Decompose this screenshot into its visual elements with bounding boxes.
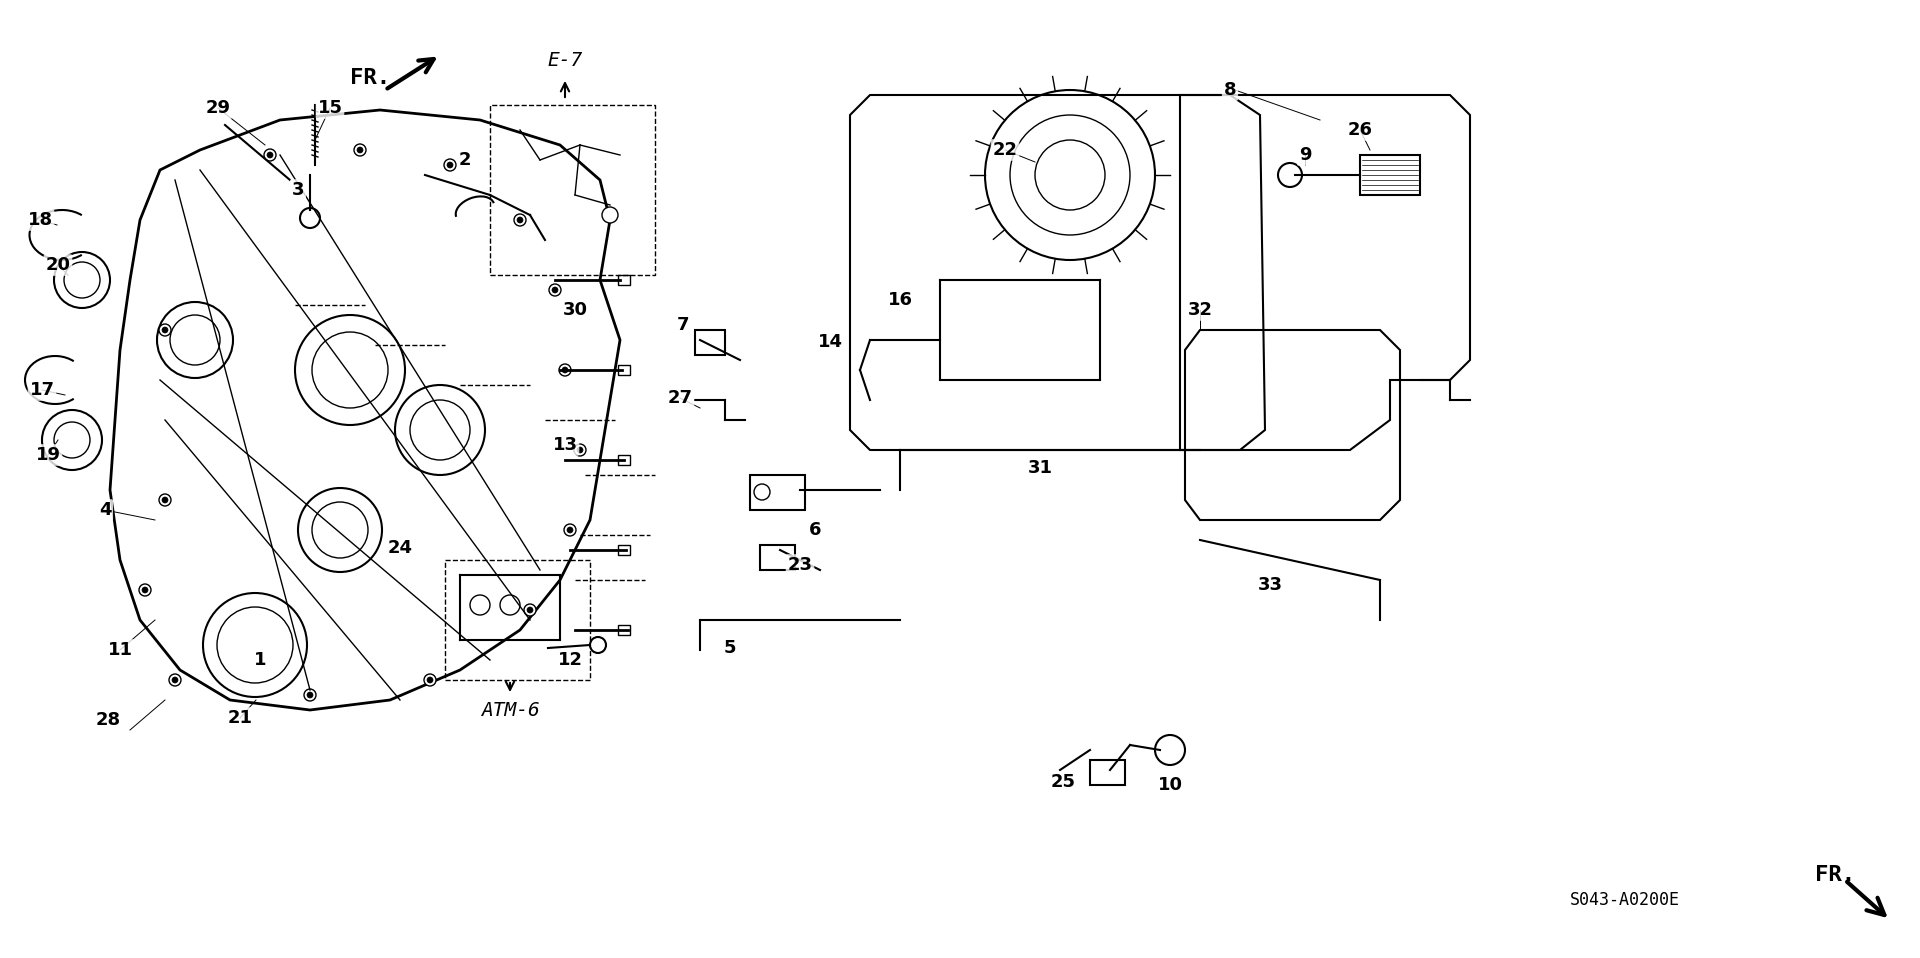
Text: 1: 1 — [253, 651, 267, 669]
Text: 19: 19 — [35, 446, 61, 464]
Text: FR.: FR. — [1814, 865, 1855, 885]
Circle shape — [265, 149, 276, 161]
Circle shape — [516, 217, 522, 223]
Bar — [618, 455, 630, 465]
Text: 12: 12 — [557, 651, 582, 669]
Text: 13: 13 — [553, 436, 578, 454]
Circle shape — [161, 497, 169, 503]
Circle shape — [578, 447, 584, 453]
Circle shape — [444, 159, 457, 171]
Text: 6: 6 — [808, 521, 822, 539]
Text: 5: 5 — [724, 639, 735, 657]
Text: 26: 26 — [1348, 121, 1373, 139]
Text: 30: 30 — [563, 301, 588, 319]
Circle shape — [169, 674, 180, 686]
Bar — [751, 475, 804, 510]
Bar — [695, 330, 726, 355]
Circle shape — [142, 587, 148, 593]
Circle shape — [564, 524, 576, 536]
Text: 27: 27 — [668, 389, 693, 407]
Text: 15: 15 — [317, 99, 342, 117]
Circle shape — [574, 444, 586, 456]
Text: 17: 17 — [29, 381, 54, 399]
Circle shape — [549, 284, 561, 296]
Circle shape — [307, 692, 313, 698]
Text: 24: 24 — [388, 539, 413, 557]
Text: 8: 8 — [1223, 81, 1236, 99]
Bar — [618, 365, 630, 375]
Circle shape — [566, 527, 572, 533]
Text: 7: 7 — [676, 316, 689, 334]
Circle shape — [161, 327, 169, 333]
Circle shape — [424, 674, 436, 686]
Text: 25: 25 — [1050, 773, 1075, 791]
Text: 22: 22 — [993, 141, 1018, 159]
Text: 2: 2 — [459, 151, 470, 169]
Circle shape — [515, 214, 526, 226]
Circle shape — [524, 604, 536, 616]
Circle shape — [426, 677, 434, 683]
Text: 31: 31 — [1027, 459, 1052, 477]
Text: S043-A0200E: S043-A0200E — [1571, 891, 1680, 909]
Circle shape — [357, 147, 363, 153]
Text: 32: 32 — [1187, 301, 1213, 319]
Text: 11: 11 — [108, 641, 132, 659]
Circle shape — [447, 162, 453, 168]
Circle shape — [300, 208, 321, 228]
Circle shape — [563, 367, 568, 373]
Circle shape — [603, 207, 618, 223]
Circle shape — [138, 584, 152, 596]
Text: 33: 33 — [1258, 576, 1283, 594]
Bar — [1091, 760, 1125, 785]
Bar — [618, 545, 630, 555]
Bar — [490, 105, 655, 275]
Text: ATM-6: ATM-6 — [480, 700, 540, 719]
Circle shape — [303, 689, 317, 701]
Text: 4: 4 — [98, 501, 111, 519]
Bar — [1359, 155, 1421, 195]
Bar — [618, 275, 630, 285]
Circle shape — [267, 152, 273, 158]
Bar — [760, 545, 795, 570]
Circle shape — [173, 677, 179, 683]
Text: 10: 10 — [1158, 776, 1183, 794]
Text: 21: 21 — [227, 709, 253, 727]
Text: 20: 20 — [46, 256, 71, 274]
Circle shape — [553, 287, 559, 293]
Text: 16: 16 — [887, 291, 912, 309]
Circle shape — [159, 324, 171, 336]
Circle shape — [159, 494, 171, 506]
Circle shape — [526, 607, 534, 613]
Bar — [445, 560, 589, 680]
Text: 14: 14 — [818, 333, 843, 351]
Text: 3: 3 — [292, 181, 303, 199]
Text: 29: 29 — [205, 99, 230, 117]
Bar — [618, 625, 630, 635]
Text: 23: 23 — [787, 556, 812, 574]
Text: E-7: E-7 — [547, 51, 582, 70]
Circle shape — [353, 144, 367, 156]
Text: 28: 28 — [96, 711, 121, 729]
Text: 9: 9 — [1298, 146, 1311, 164]
Circle shape — [559, 364, 570, 376]
Text: 18: 18 — [27, 211, 52, 229]
Circle shape — [589, 637, 607, 653]
Text: FR.: FR. — [349, 68, 390, 88]
